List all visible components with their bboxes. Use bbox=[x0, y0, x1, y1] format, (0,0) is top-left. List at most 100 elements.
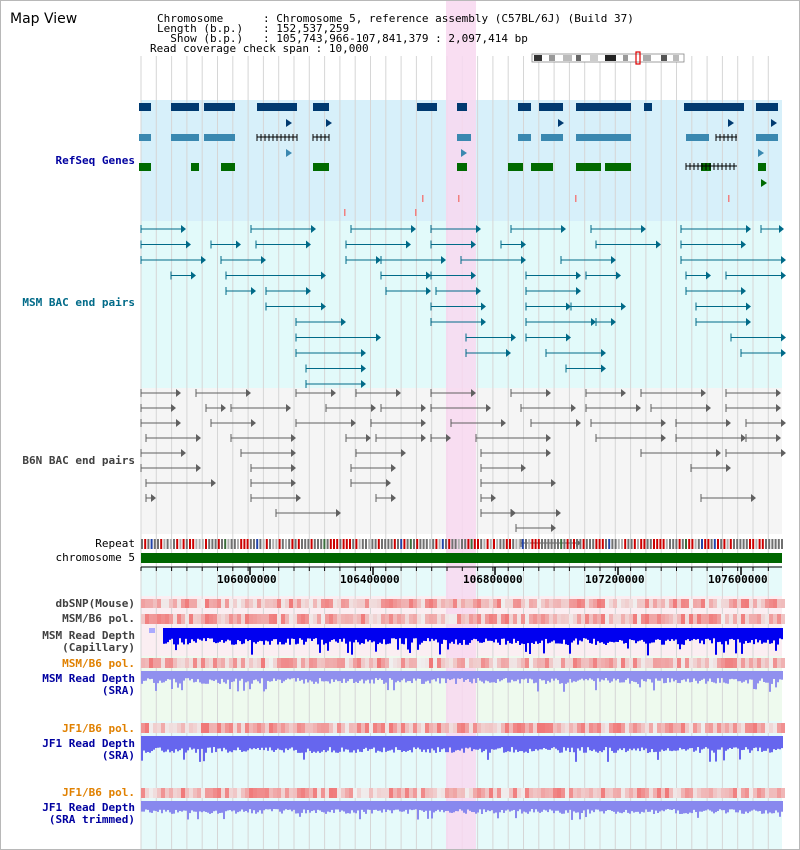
chromosome-bar[interactable] bbox=[141, 553, 782, 563]
msm-bac-end-arrow bbox=[741, 287, 746, 295]
msm-capillary-depth-bar bbox=[345, 628, 347, 644]
jf1-pol-trimmed-heat-cell bbox=[141, 788, 145, 798]
msm-sra-depth-bar bbox=[477, 671, 479, 679]
label-msm-b6-pol[interactable]: MSM/B6 pol. bbox=[62, 612, 135, 625]
label-chromosome[interactable]: chromosome 5 bbox=[55, 551, 135, 564]
jf1-pol-trimmed-heat-cell bbox=[389, 788, 393, 798]
gene-exon-block bbox=[756, 103, 778, 111]
repeat-element bbox=[643, 539, 646, 549]
jf1-pol-heat-cell bbox=[633, 723, 637, 733]
polymorphism-heatmaps[interactable] bbox=[141, 599, 785, 798]
refseq-gene-features[interactable] bbox=[139, 103, 778, 216]
msm-pol-sra-heat-cell bbox=[205, 658, 209, 668]
msm-capillary-depth-bar bbox=[639, 628, 641, 641]
dbsnp-heat-cell bbox=[225, 599, 229, 608]
msm-capillary-depth-bar bbox=[559, 628, 561, 644]
msm-pol-heat-cell bbox=[713, 614, 717, 624]
jf1-sra-depth-bar bbox=[779, 736, 781, 750]
span-label: Read coverage check span bbox=[150, 42, 309, 55]
msm-sra-depth-bar bbox=[603, 671, 605, 681]
jf1-pol-trimmed-heat-cell bbox=[649, 788, 653, 798]
jf1-sra-depth-bar bbox=[667, 736, 669, 749]
msm-sra-depth-bar bbox=[403, 671, 405, 679]
jf1-trimmed-depth-bar bbox=[253, 801, 255, 811]
jf1-pol-trimmed-heat-cell bbox=[657, 788, 661, 798]
msm-sra-depth-bar bbox=[275, 671, 277, 681]
label-jf1-b6-pol[interactable]: JF1/B6 pol. bbox=[62, 722, 135, 735]
msm-sra-depth-bar bbox=[389, 671, 391, 679]
msm-capillary-depth-bar bbox=[397, 628, 399, 650]
read-depth-tracks[interactable] bbox=[141, 628, 783, 820]
msm-capillary-depth-bar bbox=[293, 628, 295, 640]
jf1-trimmed-depth-bar bbox=[485, 801, 487, 813]
msm-bac-end-pairs-features[interactable] bbox=[140, 225, 786, 388]
label-jf1-read-depth[interactable]: JF1 Read Depth bbox=[42, 737, 135, 750]
msm-capillary-depth-bar bbox=[713, 628, 715, 639]
jf1-sra-depth-bar bbox=[615, 736, 617, 753]
jf1-sra-depth-bar bbox=[411, 736, 413, 753]
msm-sra-depth-bar bbox=[163, 671, 165, 683]
msm-pol-heat-cell bbox=[373, 614, 377, 624]
msm-bac-end-arrow bbox=[566, 302, 571, 311]
jf1-sra-depth-bar bbox=[495, 736, 497, 750]
jf1-trimmed-depth-bar bbox=[295, 801, 297, 814]
b6n-bac-end-arrow bbox=[546, 449, 551, 457]
msm-sra-depth-bar bbox=[401, 671, 403, 681]
msm-sra-depth-bar bbox=[453, 671, 455, 679]
label-jf1-read-depth-trimmed[interactable]: JF1 Read Depth bbox=[42, 801, 135, 814]
dbsnp-heat-cell bbox=[529, 599, 533, 608]
repeat-element bbox=[672, 539, 675, 549]
jf1-pol-heat-cell bbox=[601, 723, 605, 733]
msm-pol-sra-heat-cell bbox=[405, 658, 409, 668]
label-jf1-b6-pol-trimmed[interactable]: JF1/B6 pol. bbox=[62, 786, 135, 799]
msm-sra-depth-bar bbox=[683, 671, 685, 680]
msm-sra-depth-bar bbox=[533, 671, 535, 684]
msm-capillary-depth-bar bbox=[339, 628, 341, 640]
msm-capillary-depth-bar bbox=[179, 628, 181, 639]
label-msm-b6-pol-sra[interactable]: MSM/B6 pol. bbox=[62, 657, 135, 670]
jf1-pol-heat-cell bbox=[533, 723, 537, 733]
repeat-track[interactable] bbox=[141, 539, 783, 549]
label-dbsnp[interactable]: dbSNP(Mouse) bbox=[55, 597, 135, 610]
jf1-sra-depth-bar bbox=[147, 736, 149, 752]
jf1-pol-heat-cell bbox=[361, 723, 365, 733]
msm-sra-depth-bar bbox=[773, 671, 775, 679]
msm-pol-sra-heat-cell bbox=[685, 658, 689, 668]
gene-exon-block bbox=[508, 163, 523, 171]
label-msm-read-depth-capillary[interactable]: MSM Read Depth bbox=[42, 629, 135, 642]
repeat-element bbox=[454, 539, 457, 549]
label-repeat[interactable]: Repeat bbox=[95, 537, 135, 550]
b6n-bac-end-pairs-features[interactable] bbox=[140, 389, 786, 547]
jf1-pol-trimmed-heat-cell bbox=[633, 788, 637, 798]
repeat-element bbox=[723, 539, 726, 549]
label-refseq-genes[interactable]: RefSeq Genes bbox=[55, 154, 135, 167]
msm-capillary-depth-bar bbox=[337, 628, 339, 643]
chromosome-ideogram[interactable] bbox=[531, 51, 685, 65]
jf1-pol-trimmed-heat-cell bbox=[365, 788, 369, 798]
label-msm-bac-end-pairs[interactable]: MSM BAC end pairs bbox=[22, 296, 135, 309]
msm-bac-end-arrow bbox=[236, 240, 241, 249]
msm-sra-depth-bar bbox=[479, 671, 481, 681]
msm-capillary-depth-bar bbox=[643, 628, 645, 642]
repeat-element bbox=[179, 539, 182, 549]
msm-capillary-depth-bar bbox=[465, 628, 467, 645]
repeat-element bbox=[365, 539, 367, 549]
jf1-sra-depth-bar bbox=[251, 736, 253, 750]
jf1-pol-trimmed-heat-cell bbox=[573, 788, 577, 798]
repeat-element bbox=[697, 539, 700, 549]
dbsnp-heat-cell bbox=[297, 599, 301, 608]
msm-capillary-depth-bar bbox=[565, 628, 567, 645]
label-msm-read-depth-sra[interactable]: MSM Read Depth bbox=[42, 672, 135, 685]
msm-sra-depth-bar bbox=[619, 671, 621, 683]
msm-capillary-depth-bar bbox=[247, 628, 249, 642]
jf1-sra-depth-bar bbox=[571, 736, 573, 748]
jf1-trimmed-depth-bar bbox=[763, 801, 765, 814]
msm-sra-depth-bar bbox=[169, 671, 171, 680]
label-b6n-bac-end-pairs[interactable]: B6N BAC end pairs bbox=[22, 454, 135, 467]
msm-capillary-depth-bar bbox=[291, 628, 293, 639]
msm-pol-heat-cell bbox=[597, 614, 601, 624]
jf1-trimmed-depth-bar bbox=[457, 801, 459, 812]
jf1-pol-trimmed-heat-cell bbox=[525, 788, 529, 798]
msm-pol-sra-heat-cell bbox=[725, 658, 729, 668]
